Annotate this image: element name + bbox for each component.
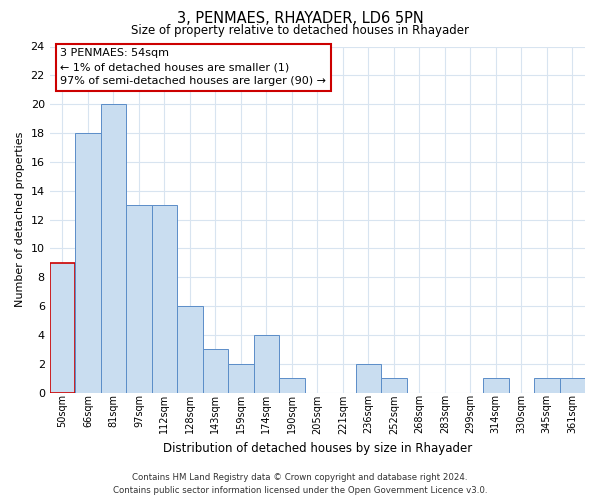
Bar [228,364,254,393]
Bar [203,350,228,393]
Bar [279,378,305,393]
Bar [254,335,279,393]
Text: Size of property relative to detached houses in Rhayader: Size of property relative to detached ho… [131,24,469,37]
X-axis label: Distribution of detached houses by size in Rhayader: Distribution of detached houses by size … [163,442,472,455]
Bar [560,378,585,393]
Bar [75,133,101,393]
Bar [101,104,126,393]
Bar [50,263,75,393]
Bar [483,378,509,393]
Bar [534,378,560,393]
Bar [356,364,381,393]
Text: Contains HM Land Registry data © Crown copyright and database right 2024.
Contai: Contains HM Land Registry data © Crown c… [113,474,487,495]
Text: 3 PENMAES: 54sqm
← 1% of detached houses are smaller (1)
97% of semi-detached ho: 3 PENMAES: 54sqm ← 1% of detached houses… [61,48,326,86]
Bar [152,205,177,393]
Bar [126,205,152,393]
Y-axis label: Number of detached properties: Number of detached properties [15,132,25,308]
Bar [381,378,407,393]
Text: 3, PENMAES, RHAYADER, LD6 5PN: 3, PENMAES, RHAYADER, LD6 5PN [176,11,424,26]
Bar [177,306,203,393]
